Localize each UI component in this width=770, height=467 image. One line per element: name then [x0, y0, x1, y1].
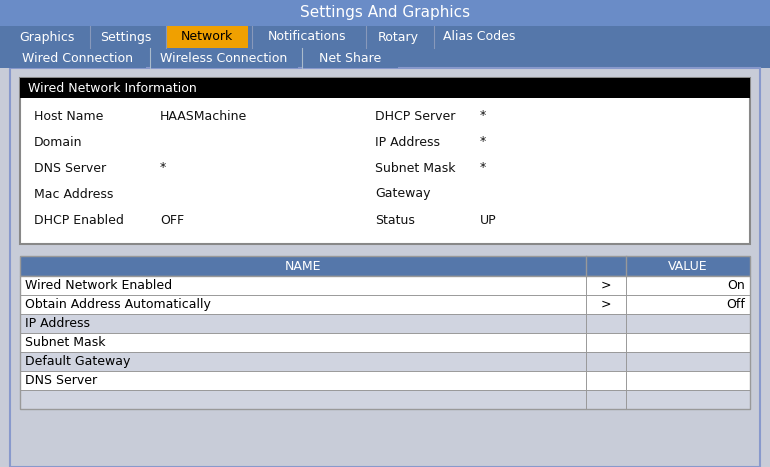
- Text: DHCP Server: DHCP Server: [375, 109, 455, 122]
- Text: UP: UP: [480, 213, 497, 226]
- Text: Subnet Mask: Subnet Mask: [25, 336, 105, 349]
- Text: *: *: [160, 162, 166, 175]
- Text: IP Address: IP Address: [375, 135, 440, 149]
- Bar: [252, 26, 362, 48]
- Bar: [20, 78, 750, 244]
- Text: On: On: [727, 279, 745, 292]
- Text: *: *: [480, 162, 486, 175]
- Bar: [586, 295, 626, 314]
- Bar: [626, 295, 750, 314]
- Text: *: *: [480, 109, 486, 122]
- Text: Wireless Connection: Wireless Connection: [160, 51, 288, 64]
- Bar: [586, 352, 626, 371]
- Text: Off: Off: [726, 298, 745, 311]
- Text: Domain: Domain: [34, 135, 82, 149]
- Text: HAASMachine: HAASMachine: [160, 109, 247, 122]
- Text: Graphics: Graphics: [19, 30, 75, 43]
- Bar: [0, 48, 770, 68]
- Text: Subnet Mask: Subnet Mask: [375, 162, 456, 175]
- Text: Wired Connection: Wired Connection: [22, 51, 132, 64]
- Bar: [586, 333, 626, 352]
- Text: Mac Address: Mac Address: [34, 187, 113, 200]
- Bar: [8, 48, 146, 68]
- Text: Wired Network Information: Wired Network Information: [28, 82, 197, 94]
- Text: Settings And Graphics: Settings And Graphics: [300, 6, 470, 21]
- Text: DNS Server: DNS Server: [25, 374, 97, 387]
- Bar: [302, 48, 398, 68]
- Bar: [0, 26, 770, 48]
- Text: >: >: [601, 298, 611, 311]
- Bar: [626, 371, 750, 390]
- Text: DHCP Enabled: DHCP Enabled: [34, 213, 124, 226]
- Text: Settings: Settings: [100, 30, 152, 43]
- Text: Rotary: Rotary: [377, 30, 419, 43]
- Bar: [586, 371, 626, 390]
- Bar: [586, 276, 626, 295]
- Bar: [20, 371, 586, 390]
- Text: NAME: NAME: [285, 260, 321, 273]
- Text: Network: Network: [181, 30, 233, 43]
- Bar: [626, 314, 750, 333]
- Text: Gateway: Gateway: [375, 187, 430, 200]
- Bar: [90, 26, 162, 48]
- Text: *: *: [480, 135, 486, 149]
- Text: IP Address: IP Address: [25, 317, 90, 330]
- Bar: [20, 352, 586, 371]
- Bar: [20, 390, 586, 409]
- Text: Host Name: Host Name: [34, 109, 103, 122]
- Bar: [366, 26, 430, 48]
- Bar: [586, 390, 626, 409]
- Bar: [20, 78, 750, 98]
- Bar: [626, 333, 750, 352]
- Bar: [586, 314, 626, 333]
- Text: Alias Codes: Alias Codes: [443, 30, 515, 43]
- Bar: [20, 276, 586, 295]
- Text: Obtain Address Automatically: Obtain Address Automatically: [25, 298, 211, 311]
- Text: OFF: OFF: [160, 213, 184, 226]
- Bar: [626, 276, 750, 295]
- Bar: [626, 352, 750, 371]
- Bar: [166, 26, 248, 48]
- Text: Net Share: Net Share: [319, 51, 381, 64]
- Text: Status: Status: [375, 213, 415, 226]
- Bar: [150, 48, 298, 68]
- Text: Default Gateway: Default Gateway: [25, 355, 130, 368]
- Bar: [20, 256, 750, 276]
- Bar: [626, 390, 750, 409]
- Bar: [20, 314, 586, 333]
- Text: DNS Server: DNS Server: [34, 162, 106, 175]
- Text: Notifications: Notifications: [268, 30, 346, 43]
- Bar: [0, 0, 770, 26]
- Bar: [8, 26, 86, 48]
- Bar: [10, 68, 760, 467]
- Text: >: >: [601, 279, 611, 292]
- Bar: [20, 333, 586, 352]
- Bar: [434, 26, 524, 48]
- Bar: [20, 295, 586, 314]
- Text: Wired Network Enabled: Wired Network Enabled: [25, 279, 172, 292]
- Bar: [20, 276, 750, 409]
- Text: VALUE: VALUE: [668, 260, 708, 273]
